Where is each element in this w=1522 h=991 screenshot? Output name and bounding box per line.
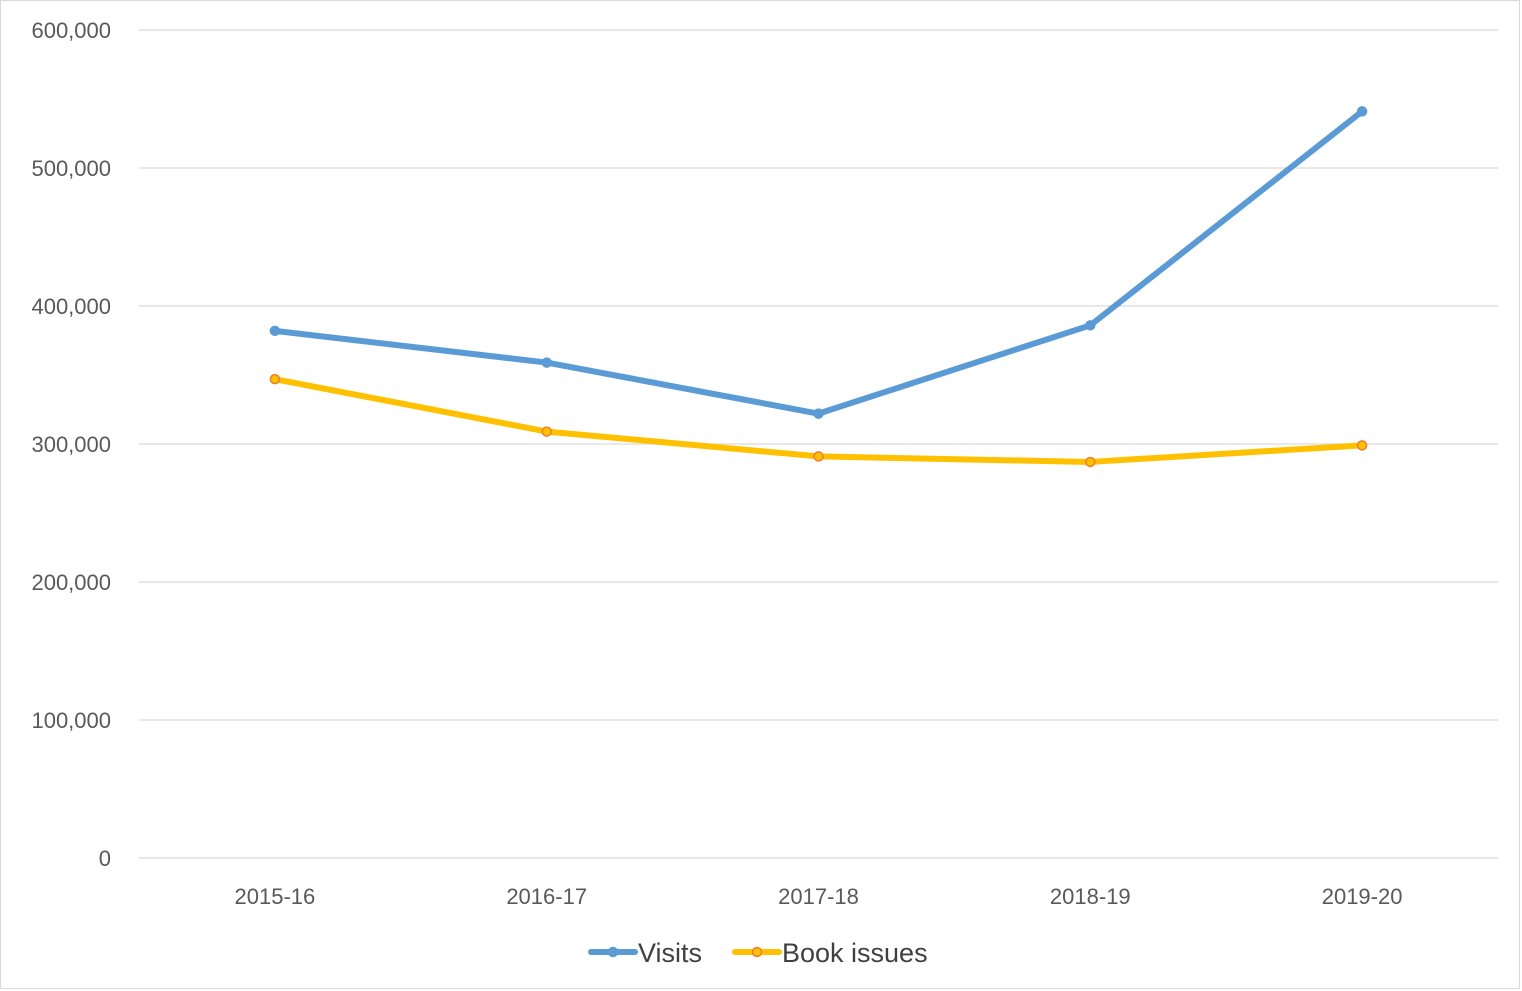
series-book-issues (269, 373, 1368, 468)
data-point (269, 325, 281, 337)
data-point (269, 373, 281, 385)
data-point (813, 408, 824, 419)
x-tick-label: 2019-20 (1322, 884, 1403, 909)
legend-item: Visits (588, 938, 702, 968)
legend-label: Book issues (782, 938, 928, 968)
legend-item: Book issues (732, 938, 928, 968)
y-tick-label: 500,000 (31, 156, 111, 181)
legend-label: Visits (638, 938, 702, 968)
y-tick-label: 300,000 (31, 432, 111, 457)
y-tick-label: 100,000 (31, 708, 111, 733)
series-line (271, 376, 1366, 465)
y-tick-label: 400,000 (31, 294, 111, 319)
x-tick-label: 2015-16 (235, 884, 316, 909)
series-line (271, 108, 1366, 417)
data-point (813, 451, 824, 462)
data-point (1085, 320, 1096, 331)
y-tick-label: 200,000 (31, 570, 111, 595)
legend-swatch-marker (607, 946, 619, 958)
series-lines (269, 106, 1368, 468)
legend: Visits Book issues (588, 938, 928, 968)
x-tick-label: 2018-19 (1050, 884, 1131, 909)
x-tick-label: 2017-18 (778, 884, 859, 909)
x-axis-tick-labels: 2015-16 2016-17 2017-18 2018-19 2019-20 (235, 884, 1403, 909)
data-point (1085, 456, 1096, 468)
data-point (1356, 440, 1368, 451)
gridlines (139, 29, 1498, 859)
y-tick-label: 0 (99, 846, 111, 871)
legend-swatch-marker (751, 946, 763, 958)
data-point (1356, 106, 1368, 117)
data-point (541, 426, 552, 437)
y-axis-tick-labels: 0 100,000 200,000 300,000 400,000 500,000 600,… (31, 18, 111, 871)
y-tick-label: 600,000 (31, 18, 111, 43)
x-tick-label: 2016-17 (506, 884, 587, 909)
data-point (541, 357, 552, 368)
series-visits (269, 106, 1368, 419)
